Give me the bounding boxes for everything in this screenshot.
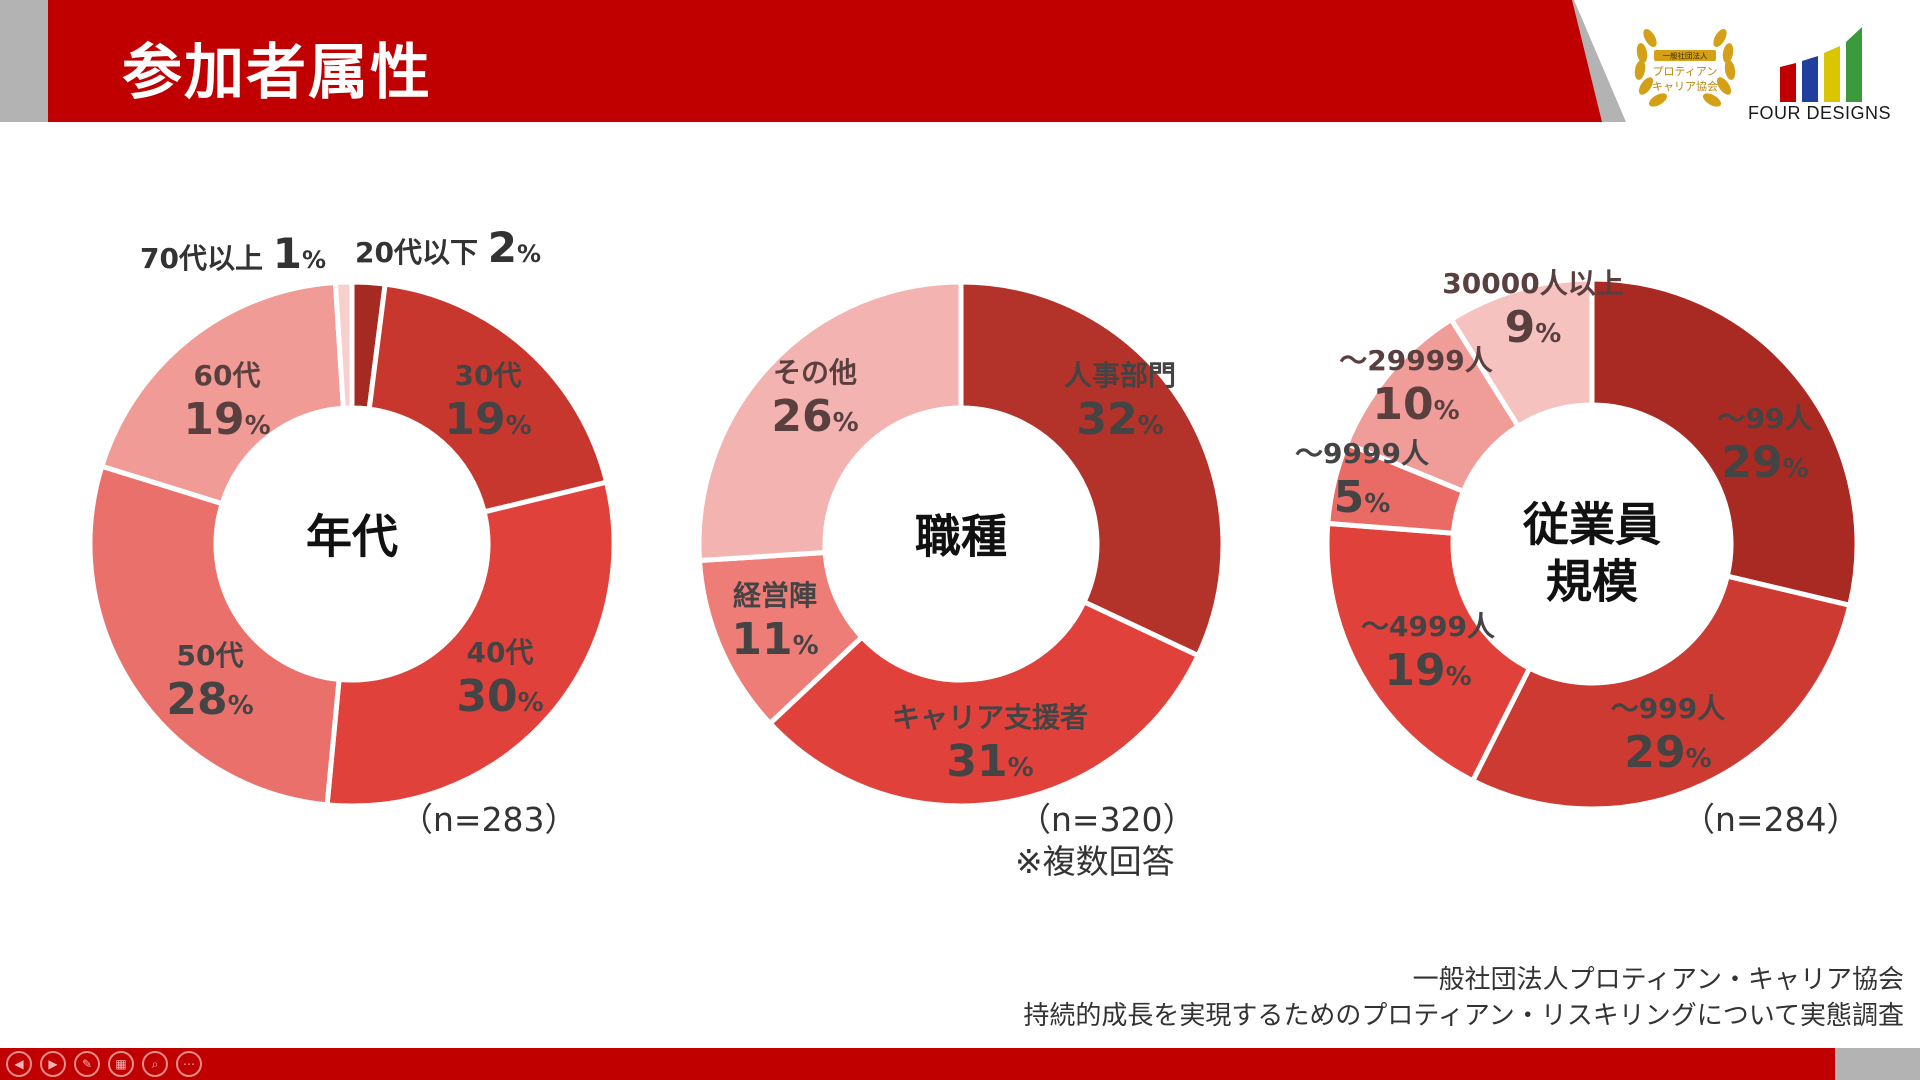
svg-text:～999人: ～999人	[1611, 692, 1725, 725]
svg-text:5%: 5%	[1334, 472, 1391, 523]
slice-その他	[696, 279, 964, 564]
slice-～99人	[1589, 276, 1860, 609]
slice-40代	[324, 479, 617, 809]
svg-text:経営陣: 経営陣	[733, 579, 817, 612]
svg-text:その他: その他	[773, 356, 857, 389]
svg-text:70代以上 1%: 70代以上 1%	[140, 229, 326, 278]
slice-label: 70代以上 1%	[140, 229, 326, 278]
source-citation: 一般社団法人プロティアン・キャリア協会 持続的成長を実現するためのプロティアン・…	[1023, 962, 1904, 1034]
chart-center-title: 規模	[1546, 555, 1638, 609]
svg-text:19%: 19%	[1384, 645, 1471, 696]
footer-bar	[0, 1048, 1835, 1080]
more-icon[interactable]: ⋯	[176, 1051, 202, 1077]
svg-text:40代: 40代	[467, 636, 534, 669]
svg-text:30%: 30%	[456, 671, 543, 722]
next-icon[interactable]: ▶	[40, 1051, 66, 1077]
slice-70代以上	[332, 279, 355, 411]
svg-text:10%: 10%	[1372, 379, 1459, 430]
slide-controls: ◀ ▶ ✎ ▦ ⌕ ⋯	[6, 1049, 202, 1079]
svg-text:28%: 28%	[166, 674, 253, 725]
svg-text:キャリア支援者: キャリア支援者	[892, 701, 1088, 734]
chart-center-title: 年代	[306, 510, 398, 564]
svg-text:～4999人: ～4999人	[1361, 610, 1495, 643]
svg-text:60代: 60代	[194, 359, 261, 392]
job-sample-size: （n=320）	[1018, 800, 1196, 839]
chart-center-title: 職種	[915, 510, 1007, 564]
svg-text:～9999人: ～9999人	[1295, 437, 1429, 470]
svg-text:32%: 32%	[1076, 394, 1163, 445]
svg-text:19%: 19%	[444, 394, 531, 445]
source-line-1: 一般社団法人プロティアン・キャリア協会	[1412, 965, 1904, 995]
age-sample-size: （n=283）	[400, 800, 578, 839]
svg-text:30代: 30代	[455, 359, 522, 392]
svg-text:50代: 50代	[177, 639, 244, 672]
four-designs-logo-mark	[1780, 27, 1862, 102]
svg-text:26%: 26%	[771, 391, 858, 442]
slides-grid-icon[interactable]: ▦	[108, 1051, 134, 1077]
prev-icon[interactable]: ◀	[6, 1051, 32, 1077]
slice-label: 20代以下 2%	[355, 223, 541, 272]
association-badge-logo: 一般社団法人 プロティアン キャリア協会	[1634, 28, 1736, 107]
company-size-donut-chart: 従業員規模～99人29%～999人29%～4999人19%～9999人5%～29…	[1295, 267, 1860, 812]
slice-30000人以上	[1447, 276, 1595, 430]
size-sample-size: （n=284）	[1682, 800, 1860, 839]
logo-area: 一般社団法人 プロティアン キャリア協会 FOUR DESIGNS	[1620, 8, 1920, 123]
source-line-2: 持続的成長を実現するためのプロティアン・リスキリングについて実態調査	[1023, 1001, 1904, 1031]
company-name: FOUR DESIGNS	[1748, 103, 1892, 123]
slice-50代	[87, 463, 342, 808]
page-title: 参加者属性	[122, 38, 432, 108]
slice-キャリア支援者	[766, 598, 1202, 809]
svg-text:19%: 19%	[183, 394, 270, 445]
slice-～4999人	[1324, 520, 1533, 785]
svg-text:人事部門: 人事部門	[1064, 359, 1176, 392]
svg-text:29%: 29%	[1624, 727, 1711, 778]
svg-text:9%: 9%	[1505, 302, 1562, 353]
header-bar	[0, 0, 1626, 122]
job-multiple-answer-note: ※複数回答	[1015, 842, 1175, 881]
slice-人事部門	[958, 279, 1226, 659]
svg-text:20代以下 2%: 20代以下 2%	[355, 223, 541, 272]
footer-gray-block	[1835, 1048, 1920, 1080]
badge-text-line1: 一般社団法人	[1663, 51, 1708, 61]
chart-center-title: 従業員	[1522, 498, 1661, 552]
svg-text:31%: 31%	[946, 736, 1033, 787]
badge-text-line2: プロティアン	[1653, 65, 1718, 78]
svg-text:29%: 29%	[1721, 437, 1808, 488]
svg-text:～99人: ～99人	[1718, 402, 1813, 435]
svg-text:30000人以上: 30000人以上	[1442, 267, 1623, 300]
slice-30代	[366, 281, 610, 515]
svg-text:11%: 11%	[731, 614, 818, 665]
badge-text-line3: キャリア協会	[1652, 80, 1718, 93]
zoom-icon[interactable]: ⌕	[142, 1051, 168, 1077]
pen-icon[interactable]: ✎	[74, 1051, 100, 1077]
slice-60代	[98, 279, 347, 507]
slice-～999人	[1469, 573, 1853, 812]
svg-text:～29999人: ～29999人	[1339, 344, 1492, 377]
